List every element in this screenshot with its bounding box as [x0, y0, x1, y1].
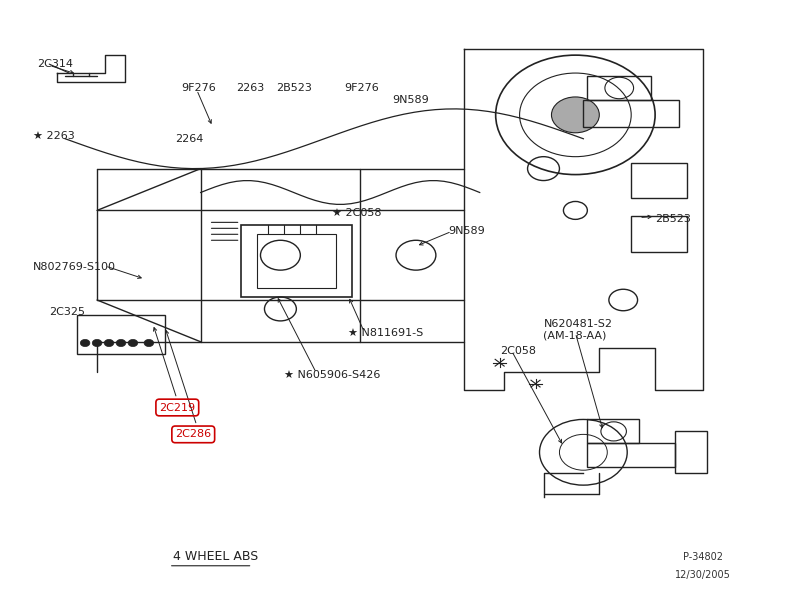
Text: N802769-S100: N802769-S100	[34, 262, 116, 272]
Circle shape	[92, 340, 102, 347]
Text: P-34802: P-34802	[683, 552, 723, 562]
Bar	[241, 226, 352, 297]
Circle shape	[128, 340, 138, 347]
Text: ★ N811691-S: ★ N811691-S	[348, 328, 423, 338]
Circle shape	[144, 340, 154, 347]
Text: 9N589: 9N589	[392, 95, 429, 105]
Text: N620481-S2: N620481-S2	[543, 319, 613, 329]
Text: ★ N605906-S426: ★ N605906-S426	[285, 370, 381, 380]
Text: (AM-18-AA): (AM-18-AA)	[543, 331, 607, 341]
Text: ★ 2263: ★ 2263	[34, 131, 75, 141]
Text: 2B523: 2B523	[655, 214, 691, 224]
Text: 2C286: 2C286	[175, 430, 211, 439]
Bar	[675, 431, 707, 473]
Text: 2C219: 2C219	[159, 403, 195, 413]
Bar	[583, 100, 679, 127]
Text: 9F276: 9F276	[181, 83, 215, 93]
Text: 2264: 2264	[175, 134, 203, 144]
Text: 9F276: 9F276	[344, 83, 379, 93]
Bar	[257, 235, 336, 288]
Circle shape	[80, 340, 90, 347]
Bar	[77, 315, 165, 354]
Bar	[587, 443, 675, 467]
Bar	[587, 76, 651, 100]
Circle shape	[116, 340, 126, 347]
Text: 4 WHEEL ABS: 4 WHEEL ABS	[173, 550, 258, 563]
Text: 2263: 2263	[237, 83, 265, 93]
Text: ★ 2C058: ★ 2C058	[332, 208, 382, 218]
Text: 12/30/2005: 12/30/2005	[675, 570, 731, 580]
Bar	[587, 419, 639, 443]
Text: 2B523: 2B523	[277, 83, 312, 93]
Text: 2C325: 2C325	[50, 307, 86, 317]
Circle shape	[551, 97, 599, 133]
Text: 2C314: 2C314	[38, 59, 74, 69]
Circle shape	[104, 340, 114, 347]
Bar	[631, 217, 687, 252]
Text: 9N589: 9N589	[448, 226, 485, 236]
Text: 2C058: 2C058	[500, 346, 536, 356]
Bar	[631, 163, 687, 199]
